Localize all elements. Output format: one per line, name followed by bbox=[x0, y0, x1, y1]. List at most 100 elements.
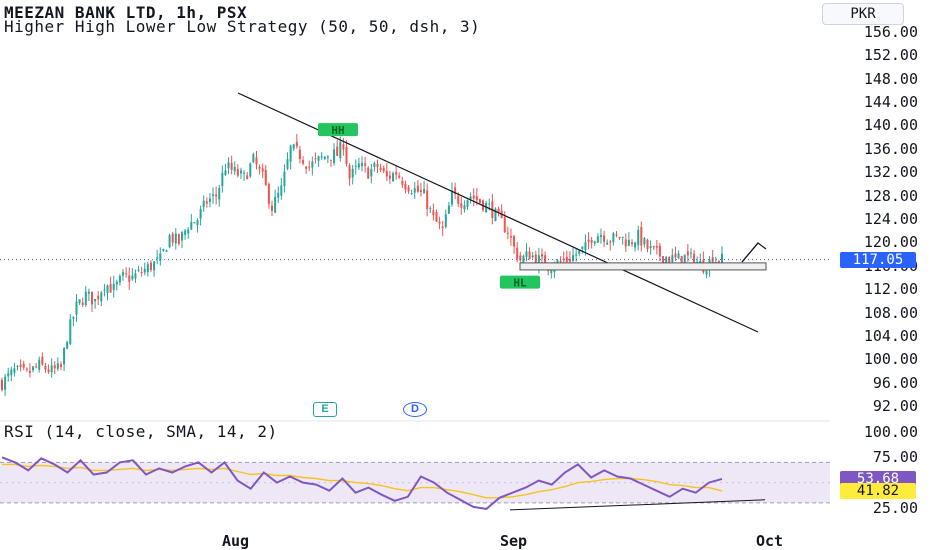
candle-body bbox=[159, 253, 162, 261]
rsi-series-line bbox=[2, 463, 723, 499]
candle-body bbox=[668, 256, 671, 263]
candle-body bbox=[339, 141, 342, 159]
currency-button[interactable]: PKR bbox=[822, 3, 904, 25]
candle-body bbox=[451, 190, 453, 205]
candle-body bbox=[177, 234, 180, 244]
divergence-line bbox=[509, 499, 766, 511]
candle-body bbox=[184, 230, 187, 235]
candle-body bbox=[326, 156, 329, 158]
last-price-badge: 117.05 bbox=[840, 251, 916, 268]
candle-body bbox=[298, 149, 301, 159]
rsi-tick-label: 75.00 bbox=[872, 448, 918, 467]
candle-body bbox=[174, 233, 177, 244]
candle-body bbox=[624, 239, 627, 247]
candle-body bbox=[544, 255, 547, 268]
rsi-ma-value-badge: 41.82 bbox=[840, 482, 916, 499]
candle-body bbox=[56, 363, 59, 370]
candle-body bbox=[432, 210, 435, 216]
trendline bbox=[237, 92, 759, 333]
candle-body bbox=[385, 170, 388, 177]
earnings-icon[interactable]: E bbox=[313, 402, 337, 417]
candle-body bbox=[693, 253, 696, 267]
candle-body bbox=[643, 238, 646, 245]
candle-body bbox=[680, 256, 683, 264]
candle-body bbox=[25, 368, 28, 370]
candle-body bbox=[134, 273, 137, 279]
candle-body bbox=[522, 255, 525, 264]
candle-body bbox=[320, 156, 323, 158]
drawing-tools: HH HL bbox=[237, 92, 767, 511]
candle-body bbox=[202, 200, 205, 208]
candle-body bbox=[193, 222, 196, 224]
candle-body bbox=[590, 239, 593, 243]
candle-body bbox=[255, 157, 258, 165]
candle-body bbox=[612, 233, 615, 243]
candle-body bbox=[103, 289, 106, 291]
candle-body bbox=[196, 220, 199, 226]
candle-body bbox=[705, 270, 708, 275]
candle-body bbox=[646, 239, 649, 250]
candle-body bbox=[258, 167, 261, 169]
candle-body bbox=[711, 257, 714, 267]
candle-body bbox=[212, 194, 215, 196]
candle-body bbox=[246, 175, 249, 180]
candle-body bbox=[584, 242, 587, 250]
candle-body bbox=[497, 208, 500, 213]
candle-body bbox=[388, 175, 391, 179]
candle-body bbox=[131, 275, 134, 280]
candle-body bbox=[348, 165, 351, 179]
candle-body bbox=[562, 258, 565, 261]
candle-body bbox=[494, 208, 497, 222]
candle-body bbox=[215, 194, 218, 197]
candle-body bbox=[382, 168, 385, 172]
candle-body bbox=[50, 365, 53, 373]
candle-body bbox=[345, 146, 348, 164]
candle-body bbox=[317, 156, 320, 161]
rsi-legend[interactable]: RSI (14, close, SMA, 14, 2) bbox=[4, 422, 278, 441]
candle-body bbox=[122, 272, 125, 276]
candle-body bbox=[615, 234, 618, 236]
pivot-label: HH bbox=[331, 124, 344, 137]
candle-body bbox=[81, 302, 84, 305]
candle-body bbox=[252, 154, 255, 163]
candle-body bbox=[699, 260, 702, 263]
candle-body bbox=[404, 183, 407, 190]
candle-body bbox=[373, 163, 376, 167]
price-pane bbox=[0, 133, 830, 422]
candle-body bbox=[565, 256, 568, 262]
candle-body bbox=[447, 205, 450, 214]
rsi-tick-label: 25.00 bbox=[872, 498, 918, 517]
candle-body bbox=[509, 236, 512, 238]
candle-body bbox=[513, 236, 516, 247]
candle-body bbox=[537, 255, 540, 268]
candle-body bbox=[478, 199, 481, 203]
candle-body bbox=[205, 201, 208, 204]
candle-body bbox=[218, 187, 221, 200]
candle-body bbox=[32, 366, 35, 371]
candle-body bbox=[416, 185, 419, 192]
price-tick-label: 144.00 bbox=[863, 92, 918, 111]
candle-body bbox=[230, 162, 233, 170]
price-tick-label: 108.00 bbox=[863, 303, 918, 322]
candle-body bbox=[441, 226, 444, 229]
candle-body bbox=[662, 256, 665, 263]
candle-body bbox=[547, 269, 550, 272]
candle-body bbox=[460, 203, 463, 208]
candle-body bbox=[413, 188, 416, 193]
pivot-label-box bbox=[500, 275, 540, 289]
candle-body bbox=[466, 200, 469, 207]
strategy-legend[interactable]: Higher High Lower Low Strategy (50, 50, … bbox=[4, 17, 481, 36]
candle-body bbox=[38, 359, 41, 370]
candle-body bbox=[187, 229, 190, 234]
candle-body bbox=[181, 232, 183, 241]
arrow-icon bbox=[741, 242, 767, 263]
candle-body bbox=[4, 376, 7, 390]
candle-body bbox=[153, 261, 156, 271]
dividend-icon[interactable]: D bbox=[403, 402, 427, 417]
candle-body bbox=[47, 369, 50, 373]
candle-body bbox=[370, 169, 373, 177]
candle-body bbox=[444, 214, 447, 227]
candle-body bbox=[689, 252, 692, 254]
candle-body bbox=[457, 195, 460, 204]
